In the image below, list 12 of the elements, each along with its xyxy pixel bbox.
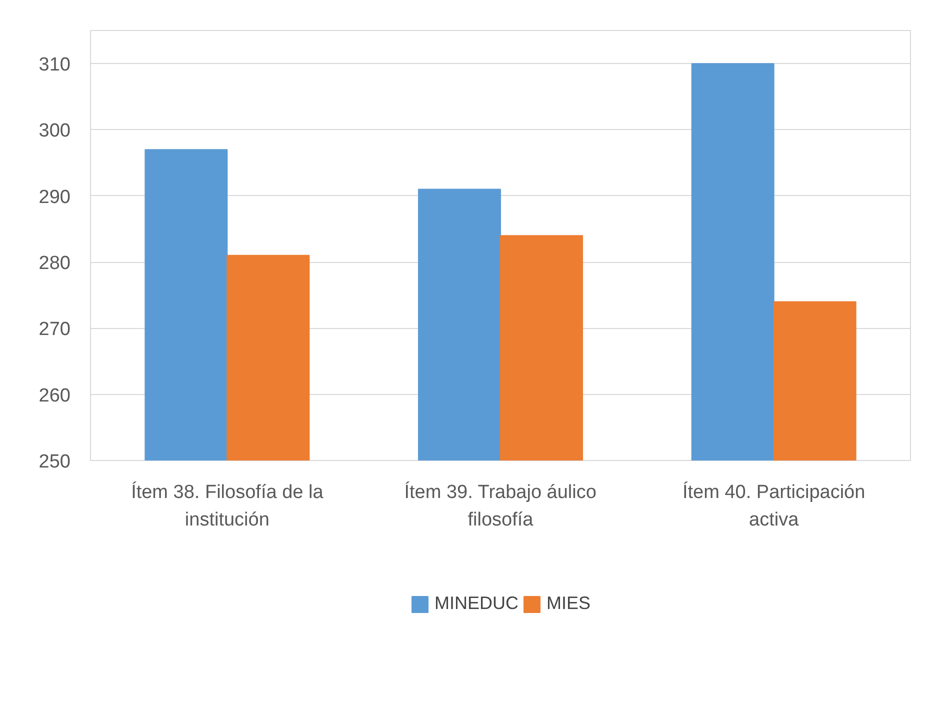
y-tick-label: 250 bbox=[38, 452, 70, 472]
legend-label: MINEDUC bbox=[434, 593, 518, 614]
y-tick-label: 280 bbox=[38, 253, 70, 274]
y-tick-label: 310 bbox=[38, 54, 70, 76]
y-tick-label: 290 bbox=[38, 186, 70, 208]
x-tick-label: Ítem 38. Filosofía de la institución bbox=[131, 481, 324, 530]
legend-label: MIES bbox=[546, 593, 591, 614]
x-tick-label: Ítem 40. Participación activa bbox=[682, 481, 866, 530]
y-tick-label: 260 bbox=[38, 385, 70, 406]
y-tick-label: 270 bbox=[38, 319, 70, 340]
y-tick-label: 300 bbox=[38, 120, 70, 142]
x-tick-label: Ítem 39. Trabajo áulico filosofía bbox=[404, 481, 596, 530]
